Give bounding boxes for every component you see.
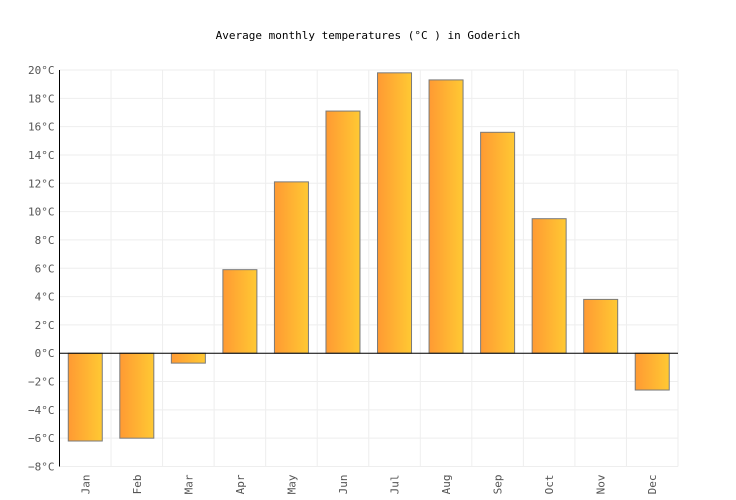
x-tick-labels: Jan Feb Mar Apr May Jun Jul Aug Sep Oct Nov Dec <box>79 474 659 494</box>
bar-mar <box>170 352 206 364</box>
x-tick-label: Dec <box>646 475 659 495</box>
x-tick-label: Jan <box>79 475 92 495</box>
bar-jun <box>325 110 361 354</box>
y-tick-labels: 20°C 18°C 16°C 14°C 12°C 10°C 8°C 6°C 4°C 2°C 0°C −… <box>28 64 55 474</box>
bar-jan <box>67 352 103 442</box>
bars <box>67 72 670 442</box>
y-tick-label: 6°C <box>35 262 55 275</box>
bar-may <box>273 181 309 354</box>
y-tick-label: 4°C <box>35 291 55 304</box>
x-tick-label: Feb <box>131 475 144 495</box>
y-tick-label: 0°C <box>35 347 55 360</box>
x-tick-label: Jun <box>337 475 350 495</box>
y-tick-label: 2°C <box>35 319 55 332</box>
y-tick-label: 18°C <box>28 92 55 105</box>
x-tick-label: May <box>285 474 298 494</box>
x-tick-label: Nov <box>595 474 608 494</box>
x-tick-label: Jul <box>389 475 402 495</box>
y-tick-label: 10°C <box>28 206 55 219</box>
x-tick-label: Mar <box>182 474 195 494</box>
chart-title: Average monthly temperatures (°C ) in Go… <box>216 29 521 42</box>
y-tick-label: 16°C <box>28 121 55 134</box>
y-tick-label: 20°C <box>28 64 55 77</box>
y-tick-label: 8°C <box>35 234 55 247</box>
x-tick-label: Apr <box>234 474 247 494</box>
y-tick-label: −8°C <box>28 461 55 474</box>
y-tick-label: −2°C <box>28 376 55 389</box>
x-tick-label: Aug <box>440 475 453 495</box>
bar-aug <box>428 79 464 354</box>
bar-dec <box>634 352 670 391</box>
y-tick-label: −6°C <box>28 432 55 445</box>
x-tick-label: Sep <box>492 475 505 495</box>
bar-jul <box>377 72 413 354</box>
y-tick-label: 12°C <box>28 177 55 190</box>
x-tick-label: Oct <box>543 475 556 495</box>
bar-feb <box>119 352 155 439</box>
axes <box>59 70 678 467</box>
bar-nov <box>583 298 619 354</box>
bar-sep <box>480 131 516 354</box>
bar-oct <box>531 218 567 354</box>
y-tick-label: −4°C <box>28 404 55 417</box>
bar-apr <box>222 269 258 354</box>
y-tick-label: 14°C <box>28 149 55 162</box>
